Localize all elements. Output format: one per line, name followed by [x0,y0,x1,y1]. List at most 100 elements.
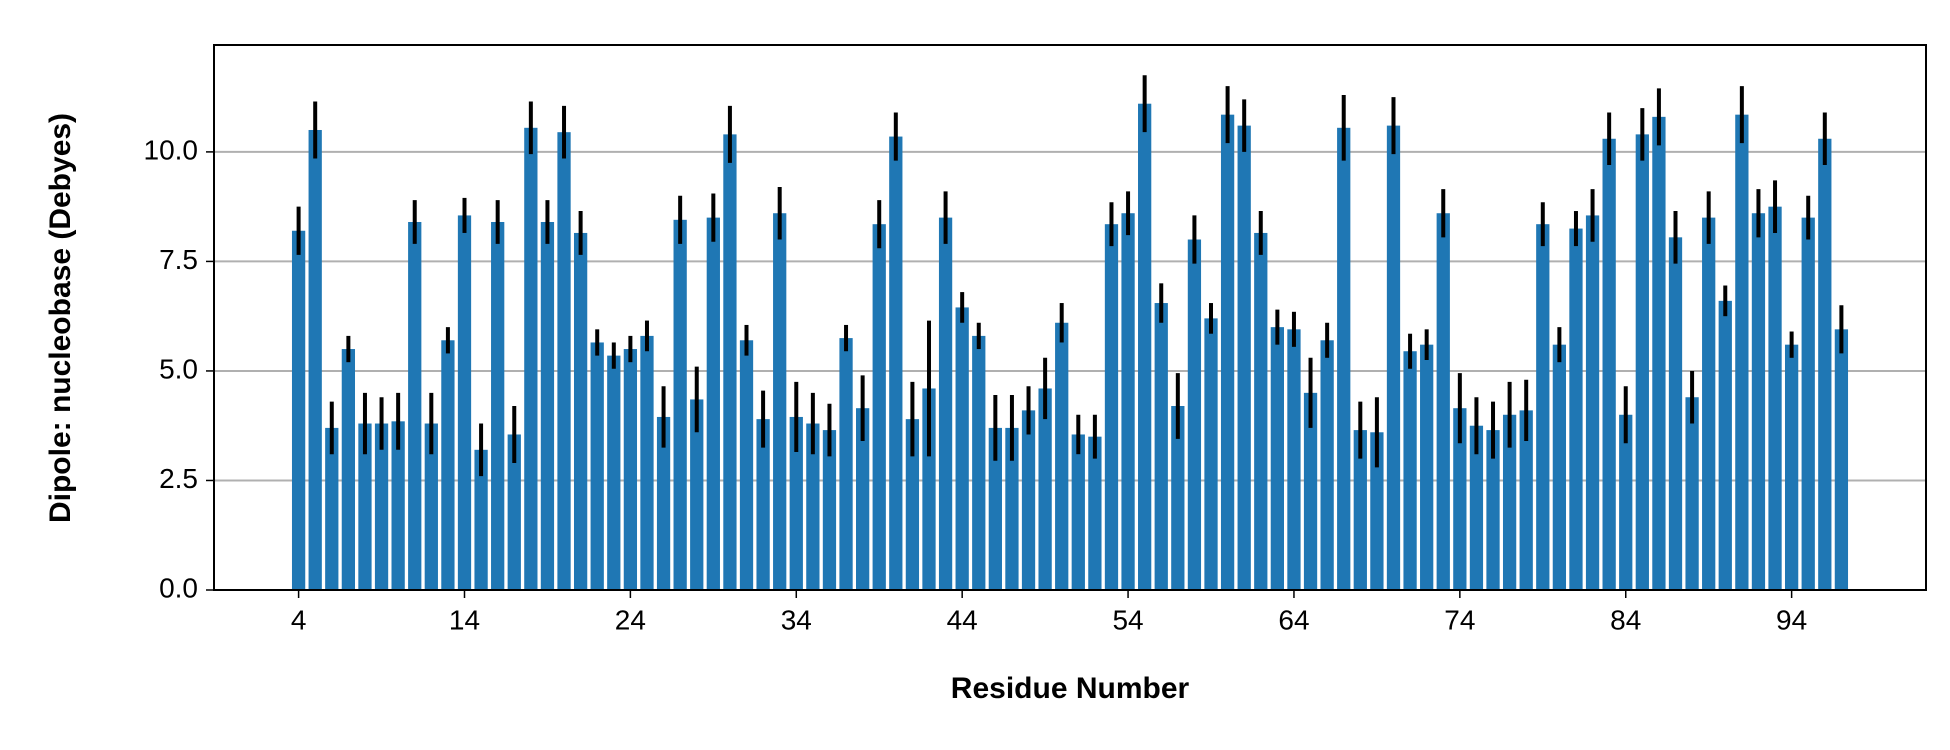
x-axis-label: Residue Number [951,672,1190,705]
bar [391,421,405,590]
bar [1635,134,1649,590]
bar [690,399,704,590]
bar [773,213,787,590]
x-tick-label: 74 [1444,604,1475,635]
bar [1220,114,1235,591]
bar [938,217,953,590]
bar [1453,408,1467,590]
plot-frame [213,44,1927,591]
bar [1204,318,1218,590]
x-tick-label: 64 [1278,604,1309,635]
bar [1502,414,1517,590]
bar [756,419,770,590]
x-tick-label: 34 [781,604,812,635]
bar [1254,232,1268,590]
y-tick-label: 7.5 [159,244,198,275]
bar [822,430,837,590]
bar [988,427,1002,590]
bar [1088,436,1102,590]
bar [1668,237,1683,591]
bar [540,221,555,590]
bar [1735,114,1749,591]
bar [922,388,936,590]
bar [1171,405,1185,590]
bar [1536,224,1550,590]
bar [424,423,438,590]
x-tick-label: 44 [947,604,978,635]
bar [1486,430,1500,590]
bar [1005,427,1019,590]
bar [739,340,754,590]
bar [1552,344,1567,590]
bar [607,355,621,590]
bar [806,423,820,590]
bar [640,335,654,590]
bar [723,134,737,590]
bar [889,136,903,590]
bar [1038,388,1052,590]
bar [457,215,472,590]
bar [1320,340,1334,590]
bar [441,340,455,590]
bar [955,307,969,590]
bar [1469,425,1484,590]
bar [1071,434,1085,590]
bar [1784,344,1799,590]
bar [1270,327,1284,590]
bar [1104,224,1119,590]
bar [1138,103,1152,591]
bar [1569,228,1583,590]
bar [1370,432,1384,590]
bar [341,349,356,590]
bar [1702,217,1716,590]
bar [474,449,488,590]
bar [1768,206,1782,590]
bar [1055,322,1069,590]
bar [408,221,422,590]
bar [839,338,853,590]
bar [1237,125,1251,590]
bar [308,129,322,591]
bar [1834,329,1849,590]
x-tick-label: 24 [615,604,646,635]
bar [1436,213,1450,590]
bar [1685,397,1699,590]
bar [1519,410,1533,590]
bar [1718,300,1732,590]
bar [1420,344,1434,590]
bar [872,224,886,590]
x-tick-label: 14 [449,604,480,635]
bar [706,217,720,590]
bar [789,416,803,590]
bar [673,219,687,591]
bar [491,221,505,590]
bar [1386,125,1401,590]
bar [1619,414,1633,590]
bar [1121,213,1135,590]
bar [1154,303,1168,590]
bar [972,335,986,590]
bar [623,349,638,590]
bar [1287,329,1301,590]
bar [1751,213,1766,590]
bar [1585,215,1600,590]
bar [590,342,604,590]
bar [656,416,671,590]
x-tick-label: 84 [1610,604,1641,635]
y-tick-label: 2.5 [159,463,198,494]
bar [325,427,339,590]
bar [374,423,389,590]
y-tick-label: 5.0 [159,353,198,384]
bar [524,127,538,590]
y-tick-label: 0.0 [159,572,198,603]
y-axis-label: Dipole: nucleobase (Debyes) [44,113,77,523]
bar [1801,217,1815,590]
bar [507,434,521,590]
bar [1602,138,1616,590]
x-tick-label: 54 [1112,604,1143,635]
bar [905,419,920,590]
bar [1353,430,1367,590]
bar [1818,138,1832,590]
bar [1021,410,1036,590]
